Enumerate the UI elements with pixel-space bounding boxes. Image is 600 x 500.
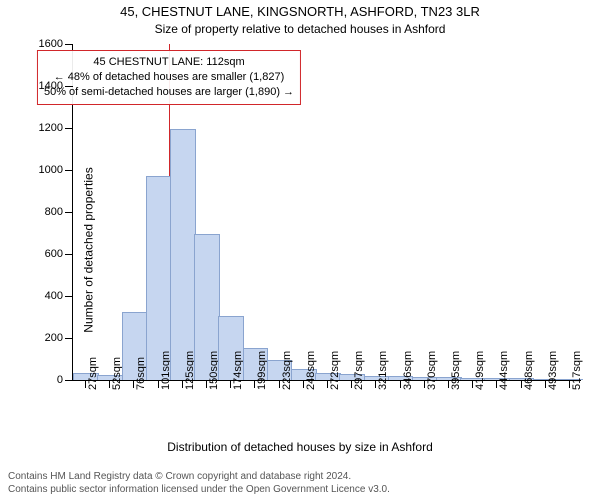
x-tick-label: 370sqm	[426, 351, 438, 390]
y-tick-label: 0	[57, 374, 63, 386]
x-axis-label: Distribution of detached houses by size …	[0, 440, 600, 454]
y-tick	[65, 296, 73, 297]
y-tick	[65, 380, 73, 381]
footer-line: Contains HM Land Registry data © Crown c…	[8, 471, 390, 484]
y-tick	[65, 44, 73, 45]
x-tick	[400, 380, 401, 388]
chart-title-line1: 45, CHESTNUT LANE, KINGSNORTH, ASHFORD, …	[0, 4, 600, 19]
y-tick-label: 400	[45, 290, 63, 302]
y-tick-label: 1400	[39, 80, 63, 92]
y-tick	[65, 338, 73, 339]
annotation-line: 50% of semi-detached houses are larger (…	[44, 85, 294, 100]
histogram-bar	[146, 176, 172, 380]
annotation-box: 45 CHESTNUT LANE: 112sqm ← 48% of detach…	[37, 50, 301, 105]
x-tick	[303, 380, 304, 388]
footer-attribution: Contains HM Land Registry data © Crown c…	[8, 471, 390, 496]
x-tick-label: 395sqm	[450, 351, 462, 390]
y-tick-label: 800	[45, 206, 63, 218]
chart-title-line2: Size of property relative to detached ho…	[0, 22, 600, 36]
annotation-line: ← 48% of detached houses are smaller (1,…	[44, 70, 294, 85]
x-tick	[85, 380, 86, 388]
y-tick-label: 1200	[39, 122, 63, 134]
x-tick-label: 248sqm	[305, 351, 317, 390]
y-tick	[65, 128, 73, 129]
x-tick-label: 27sqm	[87, 357, 99, 390]
plot-area: 45 CHESTNUT LANE: 112sqm ← 48% of detach…	[72, 44, 581, 381]
x-tick	[569, 380, 570, 388]
x-tick-label: 444sqm	[498, 351, 510, 390]
x-tick	[158, 380, 159, 388]
x-tick-label: 297sqm	[353, 351, 365, 390]
y-tick-label: 1600	[39, 38, 63, 50]
footer-line: Contains public sector information licen…	[8, 484, 390, 497]
x-tick-label: 346sqm	[402, 351, 414, 390]
x-tick-label: 272sqm	[329, 351, 341, 390]
x-tick	[521, 380, 522, 388]
x-tick	[448, 380, 449, 388]
x-tick-label: 517sqm	[571, 351, 583, 390]
x-tick-label: 419sqm	[474, 351, 486, 390]
x-tick	[327, 380, 328, 388]
histogram-bar	[170, 129, 196, 380]
y-tick	[65, 254, 73, 255]
x-tick-label: 321sqm	[377, 351, 389, 390]
y-tick-label: 200	[45, 332, 63, 344]
annotation-line: 45 CHESTNUT LANE: 112sqm	[44, 55, 294, 70]
y-tick	[65, 86, 73, 87]
y-tick-label: 600	[45, 248, 63, 260]
x-tick-label: 468sqm	[523, 351, 535, 390]
y-tick	[65, 212, 73, 213]
x-tick	[182, 380, 183, 388]
x-tick	[472, 380, 473, 388]
x-tick	[279, 380, 280, 388]
chart-canvas: 45, CHESTNUT LANE, KINGSNORTH, ASHFORD, …	[0, 0, 600, 500]
y-tick-label: 1000	[39, 164, 63, 176]
y-tick	[65, 170, 73, 171]
x-tick	[206, 380, 207, 388]
x-tick	[545, 380, 546, 388]
x-tick-label: 493sqm	[547, 351, 559, 390]
x-tick	[424, 380, 425, 388]
